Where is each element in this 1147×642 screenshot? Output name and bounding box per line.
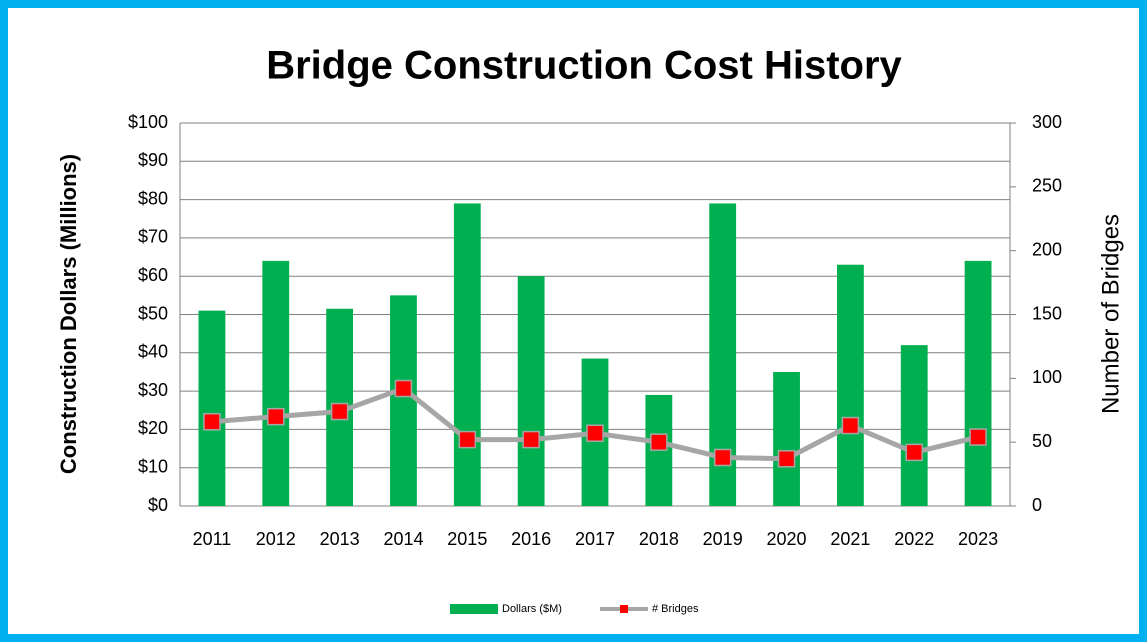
y2-axis-label: Number of Bridges — [1097, 214, 1124, 414]
y-tick-label: $70 — [138, 227, 168, 247]
marker — [458, 430, 477, 449]
marker — [267, 407, 285, 426]
x-tick-label: 2022 — [894, 529, 934, 549]
marker — [203, 412, 221, 431]
legend-label: # Bridges — [652, 603, 699, 615]
y-tick-label: $20 — [138, 418, 168, 438]
marker — [522, 430, 540, 449]
marker — [650, 433, 668, 451]
marker — [586, 424, 604, 442]
marker — [394, 379, 413, 398]
x-tick-label: 2012 — [256, 529, 296, 549]
y-tick-label: $50 — [138, 303, 168, 323]
y2-tick-label: 200 — [1032, 239, 1062, 259]
bar — [453, 203, 481, 506]
x-tick-label: 2020 — [767, 529, 807, 549]
y2-tick-label: 100 — [1032, 367, 1062, 387]
x-tick-label: 2011 — [193, 529, 232, 549]
x-tick-label: 2017 — [575, 529, 615, 549]
bar — [900, 345, 928, 506]
y-tick-label: $0 — [148, 495, 168, 515]
bar — [517, 276, 545, 506]
bar — [836, 264, 864, 506]
y2-tick-label: 150 — [1032, 303, 1062, 323]
marker — [969, 428, 987, 446]
x-tick-label: 2023 — [958, 529, 998, 549]
y-tick-label: $90 — [138, 150, 168, 170]
y2-tick-label: 300 — [1032, 112, 1062, 132]
marker — [841, 416, 860, 435]
y-tick-label: $10 — [138, 456, 168, 476]
y-tick-label: $80 — [138, 188, 168, 208]
y-tick-label: $40 — [138, 342, 168, 362]
x-tick-label: 2021 — [830, 529, 870, 549]
legend-label: Dollars ($M) — [502, 603, 562, 615]
x-tick-label: 2016 — [511, 529, 551, 549]
y2-tick-label: 250 — [1032, 176, 1062, 196]
marker — [905, 443, 923, 462]
legend-swatch — [450, 604, 498, 614]
y-tick-label: $30 — [138, 380, 168, 400]
bar — [964, 260, 992, 506]
bar — [198, 310, 226, 506]
x-tick-label: 2014 — [383, 529, 423, 549]
marker — [713, 448, 732, 467]
x-tick-label: 2013 — [320, 529, 360, 549]
marker — [777, 450, 796, 468]
y2-tick-label: 50 — [1032, 431, 1052, 451]
x-tick-label: 2019 — [703, 529, 743, 549]
y-tick-label: $60 — [138, 265, 168, 285]
legend-marker — [620, 605, 628, 613]
chart-title: Bridge Construction Cost History — [266, 44, 902, 88]
x-tick-label: 2018 — [639, 529, 679, 549]
bar — [390, 295, 417, 506]
marker — [330, 402, 349, 421]
x-tick-label: 2015 — [447, 529, 487, 549]
y-tick-label: $100 — [128, 112, 168, 132]
y-axis-label: Construction Dollars (Millions) — [56, 154, 81, 474]
y2-tick-label: 0 — [1032, 495, 1042, 515]
bar — [773, 371, 800, 506]
bar — [262, 260, 290, 506]
